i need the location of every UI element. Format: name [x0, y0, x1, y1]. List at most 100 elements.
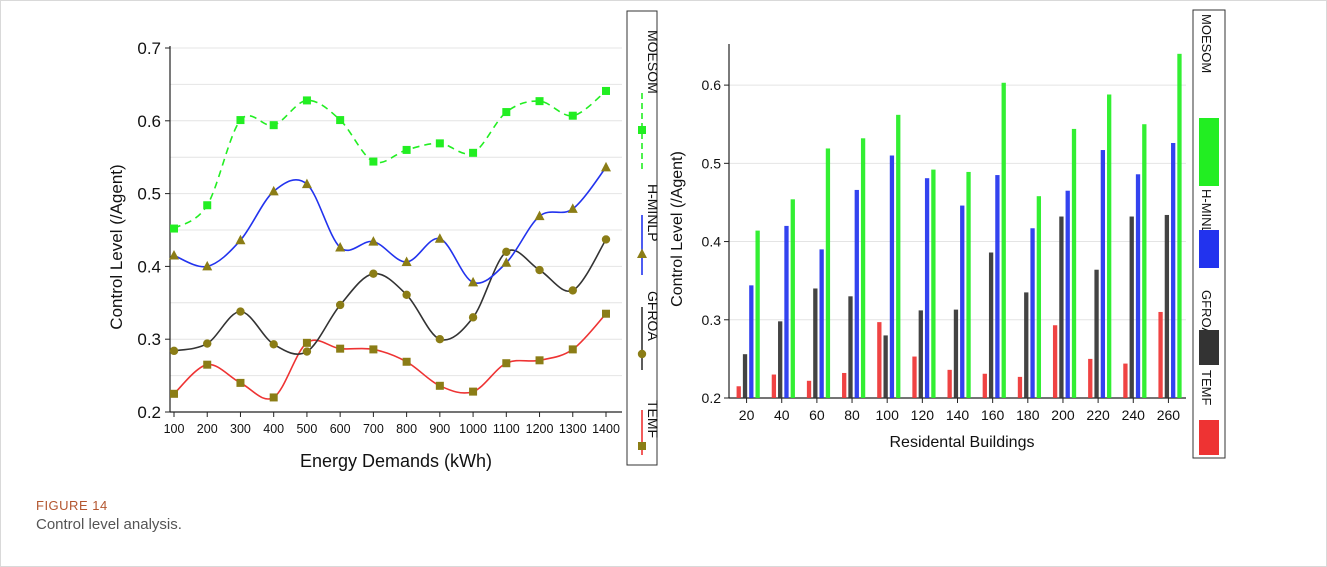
line-chart-xtick-label: 900 [429, 422, 450, 436]
line-point-h-minlp [301, 178, 312, 189]
bar-chart-xtick-label: 200 [1051, 407, 1075, 423]
bar-chart-ytick-label: 0.2 [702, 390, 722, 406]
bar-moesom [825, 148, 831, 398]
bar-h-minlp [749, 285, 754, 398]
bar-temf [1158, 311, 1163, 398]
line-chart-xtick-label: 200 [197, 422, 218, 436]
line-point-temf [336, 344, 345, 353]
line-chart-xtick-label: 1000 [459, 422, 487, 436]
bar-temf [1088, 358, 1093, 398]
bar-gfroa [848, 296, 853, 398]
bar-chart-xtick-label: 40 [774, 407, 790, 423]
line-point-gfroa [601, 235, 611, 244]
line-legend-label-moesom: MOESOM [645, 30, 661, 94]
bar-h-minlp [1065, 190, 1070, 398]
line-chart-panel: Control Level (/Agent) Energy Demands (k… [107, 10, 661, 471]
bar-legend-label-temf: TEMF [1199, 370, 1214, 405]
bar-legend-swatch-h-minlp [1199, 230, 1219, 268]
bar-moesom [1071, 128, 1077, 398]
line-point-h-minlp [601, 161, 611, 172]
line-point-temf [435, 381, 444, 390]
bar-h-minlp [889, 155, 895, 398]
line-point-moesom [336, 116, 345, 125]
line-point-moesom [602, 86, 610, 95]
figure-caption: FIGURE 14 Control level analysis. [36, 498, 182, 533]
bar-gfroa [813, 288, 818, 398]
bar-legend-swatch-gfroa [1199, 330, 1219, 365]
bar-moesom [1177, 53, 1182, 398]
line-point-moesom [402, 145, 411, 154]
line-point-temf [236, 378, 245, 387]
line-chart-ytick-label: 0.3 [137, 330, 161, 349]
line-chart-xlabel: Energy Demands (kWh) [300, 451, 492, 471]
bar-legend-swatch-temf [1199, 420, 1219, 455]
bar-temf [771, 374, 777, 398]
bar-temf [1052, 325, 1058, 398]
line-point-temf [469, 387, 478, 396]
bar-legend-label-moesom: MOESOM [1199, 14, 1214, 73]
bar-temf [877, 322, 882, 398]
line-point-moesom [269, 121, 278, 130]
line-point-temf [602, 309, 610, 318]
line-point-gfroa [369, 269, 378, 278]
bar-chart-ytick-label: 0.4 [702, 234, 722, 250]
line-chart-xtick-label: 400 [263, 422, 284, 436]
bar-temf [912, 356, 917, 398]
line-point-h-minlp [335, 241, 346, 252]
line-point-temf [203, 360, 212, 369]
bar-moesom [1001, 82, 1006, 399]
bar-chart-xtick-label: 140 [946, 407, 970, 423]
bar-gfroa [1024, 292, 1029, 398]
bar-temf [1017, 376, 1023, 398]
bar-chart-xtick-label: 20 [739, 407, 755, 423]
line-point-moesom [236, 116, 245, 125]
bar-moesom [1036, 196, 1042, 398]
line-point-gfroa [435, 335, 445, 344]
line-point-gfroa [269, 340, 278, 349]
bar-moesom [755, 230, 760, 398]
line-chart-ytick-label: 0.5 [137, 185, 161, 204]
bar-moesom [860, 138, 866, 398]
bar-moesom [931, 169, 936, 398]
line-point-gfroa [169, 346, 179, 356]
bar-h-minlp [924, 178, 930, 398]
line-series-gfroa [173, 239, 607, 355]
bar-chart-xtick-label: 160 [981, 407, 1005, 423]
bar-temf [1123, 363, 1128, 398]
bar-legend-swatch-moesom [1199, 118, 1219, 186]
line-chart-xtick-label: 600 [330, 422, 351, 436]
line-point-gfroa [502, 247, 511, 257]
bar-h-minlp [819, 249, 824, 398]
line-point-gfroa [236, 307, 245, 316]
line-point-gfroa [335, 300, 345, 310]
figure-caption-text: Control level analysis. [36, 516, 182, 533]
line-point-moesom [302, 96, 311, 105]
line-chart-ylabel: Control Level (/Agent) [107, 164, 126, 329]
bar-moesom [966, 171, 971, 398]
line-chart-ytick-label: 0.2 [137, 403, 161, 422]
line-series-moesom [173, 90, 607, 230]
bar-gfroa [1094, 269, 1099, 398]
bar-gfroa [742, 354, 748, 398]
legend-marker-gfroa [637, 349, 647, 359]
bar-h-minlp [995, 175, 1000, 398]
bar-h-minlp [1100, 150, 1106, 398]
bar-temf [806, 380, 812, 398]
line-point-temf [269, 393, 278, 402]
bar-chart-xtick-label: 100 [876, 407, 900, 423]
line-series-h-minlp [173, 166, 607, 284]
bar-moesom [1107, 94, 1112, 399]
bar-chart-xtick-label: 120 [911, 407, 935, 423]
line-chart-ytick-label: 0.6 [137, 112, 161, 131]
line-legend-label-gfroa: GFROA [645, 291, 661, 341]
line-point-moesom [203, 201, 212, 210]
line-point-h-minlp [501, 257, 512, 267]
bar-gfroa [918, 310, 923, 398]
line-point-temf [170, 389, 178, 398]
line-point-h-minlp [534, 210, 545, 221]
line-point-h-minlp [368, 236, 379, 246]
line-chart-xtick-label: 800 [396, 422, 417, 436]
bar-legend-label-gfroa: GFROA [1199, 290, 1214, 337]
